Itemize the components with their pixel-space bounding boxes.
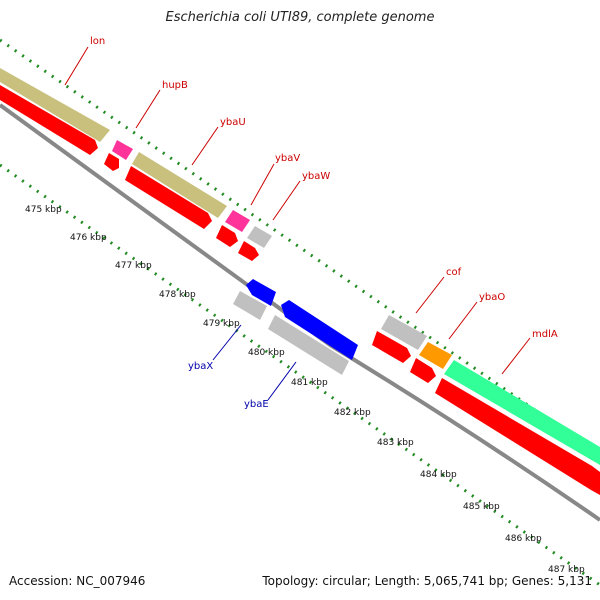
cds-ybaU[interactable] — [125, 166, 212, 229]
kbp-label: 482 kbp — [334, 408, 371, 418]
gene-ybaO-box[interactable] — [419, 342, 452, 369]
leader-lon — [64, 46, 89, 86]
label-leaders — [64, 46, 531, 401]
kbp-label: 483 kbp — [377, 438, 414, 448]
cds-ybaO[interactable] — [410, 358, 436, 383]
gene-label-lon: lon — [90, 36, 105, 47]
accession-label: Accession: NC_007946 — [9, 574, 146, 588]
genome-backbone — [0, 103, 600, 522]
kbp-label: 481 kbp — [291, 378, 328, 388]
leader-ybaX — [212, 324, 242, 361]
gene-ybaE-box[interactable] — [268, 315, 349, 375]
cds-mdlA[interactable] — [435, 378, 600, 495]
kbp-label: 479 kbp — [203, 319, 240, 329]
cds-ybaV[interactable] — [216, 225, 238, 247]
gene-label-ybaU: ybaU — [220, 117, 246, 128]
leader-ybaO — [448, 301, 478, 340]
gene-label-cof: cof — [446, 267, 462, 278]
gene-label-ybaX: ybaX — [188, 361, 213, 372]
kbp-labels: 475 kbp 476 kbp 477 kbp 478 kbp 479 kbp … — [25, 205, 585, 575]
genome-stats-label: Topology: circular; Length: 5,065,741 bp… — [262, 574, 592, 588]
gene-label-ybaE: ybaE — [244, 399, 269, 410]
map-title: Escherichia coli UTI89, complete genome — [165, 10, 435, 25]
forward-features — [0, 68, 600, 465]
gene-mdlA-bar[interactable] — [444, 360, 600, 465]
outer-tick-ring — [0, 38, 600, 457]
leader-ybaV — [250, 163, 275, 206]
kbp-label: 486 kbp — [505, 534, 542, 544]
leader-ybaE — [267, 361, 297, 401]
gene-ybaW-box[interactable] — [247, 226, 272, 248]
leader-cof — [415, 276, 445, 314]
gene-labels: lon hupB ybaU ybaV ybaW cof ybaO mdlA yb… — [90, 36, 558, 410]
leader-ybaW — [272, 180, 301, 221]
kbp-label: 475 kbp — [25, 205, 62, 215]
kbp-label: 484 kbp — [420, 470, 457, 480]
gene-label-ybaO: ybaO — [479, 292, 505, 303]
gene-label-hupB: hupB — [162, 80, 188, 91]
leader-hupB — [135, 89, 161, 129]
reverse-features — [233, 279, 358, 375]
kbp-label: 477 kbp — [115, 261, 152, 271]
cds-ybaW[interactable] — [238, 241, 259, 261]
gene-label-ybaV: ybaV — [275, 153, 300, 164]
leader-ybaU — [191, 126, 219, 166]
gene-lon-bar[interactable] — [0, 68, 110, 142]
kbp-label: 485 kbp — [463, 502, 500, 512]
kbp-label: 480 kbp — [248, 348, 285, 358]
cds-hupB[interactable] — [104, 153, 119, 171]
kbp-label: 476 kbp — [70, 233, 107, 243]
cds-ybaE[interactable] — [281, 300, 358, 360]
cds-ybaX[interactable] — [246, 279, 276, 306]
gene-cof-box[interactable] — [381, 315, 427, 350]
cds-cof[interactable] — [372, 331, 411, 363]
gene-ybaU-bar[interactable] — [132, 152, 227, 218]
kbp-label: 478 kbp — [159, 290, 196, 300]
leader-mdlA — [501, 337, 531, 375]
kbp-label: 487 kbp — [548, 565, 585, 575]
gene-hupB-box[interactable] — [112, 140, 133, 160]
gene-ybaX-box[interactable] — [233, 291, 267, 320]
cds-lon[interactable] — [0, 85, 98, 155]
inner-tick-ring — [0, 163, 600, 587]
gene-label-mdlA: mdlA — [532, 329, 558, 340]
gene-ybaV-box[interactable] — [225, 210, 250, 232]
forward-cds — [0, 85, 600, 495]
gene-label-ybaW: ybaW — [302, 171, 330, 182]
